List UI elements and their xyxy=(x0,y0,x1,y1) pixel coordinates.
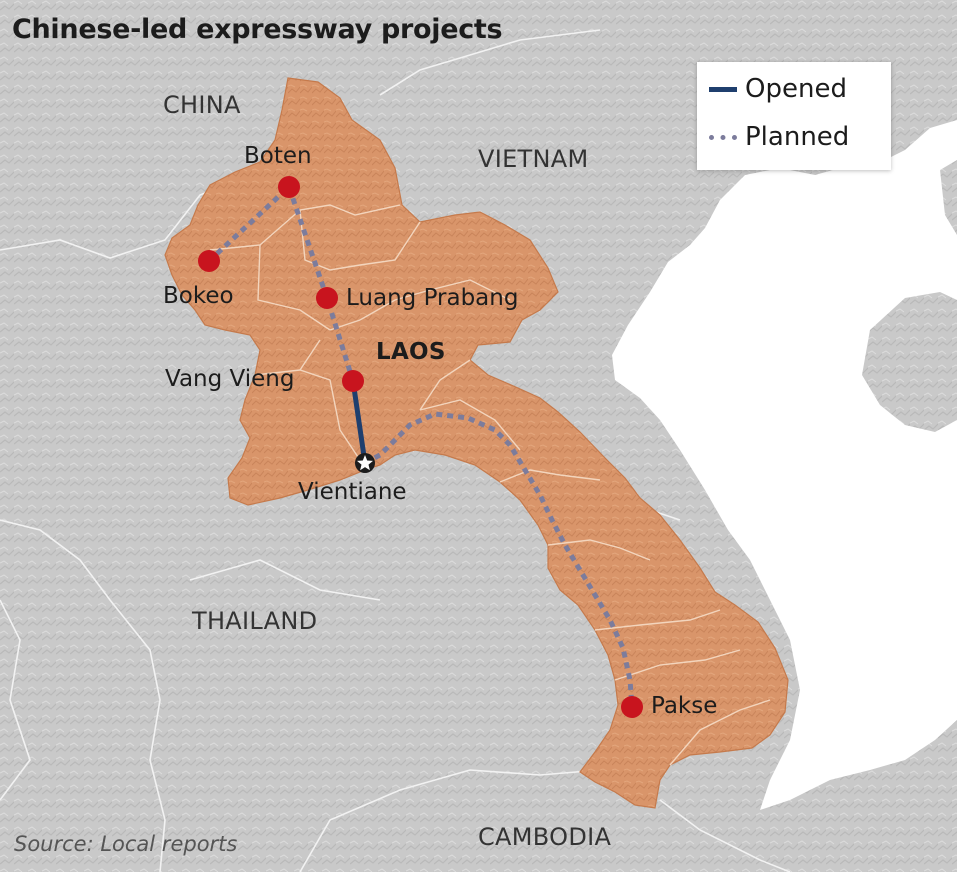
legend-item-opened: Opened xyxy=(709,74,847,104)
legend-label-planned: Planned xyxy=(745,122,850,152)
city-label-vang-vieng: Vang Vieng xyxy=(165,366,295,392)
planned-route-north xyxy=(207,182,356,382)
map-legend: Opened Planned xyxy=(697,62,891,170)
sea-area xyxy=(612,120,957,810)
country-label-laos: LAOS xyxy=(376,339,446,365)
star-icon xyxy=(355,453,375,473)
opened-line-icon xyxy=(709,86,737,92)
red-dot-icon xyxy=(198,250,220,272)
province-borders xyxy=(209,204,771,766)
island-hainan xyxy=(862,292,957,432)
planned-line-icon xyxy=(709,134,737,140)
legend-item-planned: Planned xyxy=(709,122,849,152)
coast-northeast xyxy=(940,160,957,235)
country-label-thailand: THAILAND xyxy=(192,607,318,635)
city-label-vientiane: Vientiane xyxy=(298,479,407,505)
city-markers xyxy=(198,176,643,718)
city-label-pakse: Pakse xyxy=(651,693,718,719)
red-dot-icon xyxy=(278,176,300,198)
country-label-china: CHINA xyxy=(163,91,241,119)
city-label-luang-prabang: Luang Prabang xyxy=(346,285,519,311)
planned-route-south xyxy=(363,411,635,708)
red-dot-icon xyxy=(342,370,364,392)
city-label-boten: Boten xyxy=(244,143,312,169)
opened-route xyxy=(350,380,368,464)
red-dot-icon xyxy=(621,696,643,718)
country-label-vietnam: VIETNAM xyxy=(478,145,589,173)
planned-routes xyxy=(207,182,635,708)
country-label-cambodia: CAMBODIA xyxy=(478,823,612,851)
legend-label-opened: Opened xyxy=(745,74,847,104)
map-title: Chinese-led expressway projects xyxy=(12,14,503,45)
source-note: Source: Local reports xyxy=(14,832,238,856)
city-label-bokeo: Bokeo xyxy=(163,283,234,309)
red-dot-icon xyxy=(316,287,338,309)
